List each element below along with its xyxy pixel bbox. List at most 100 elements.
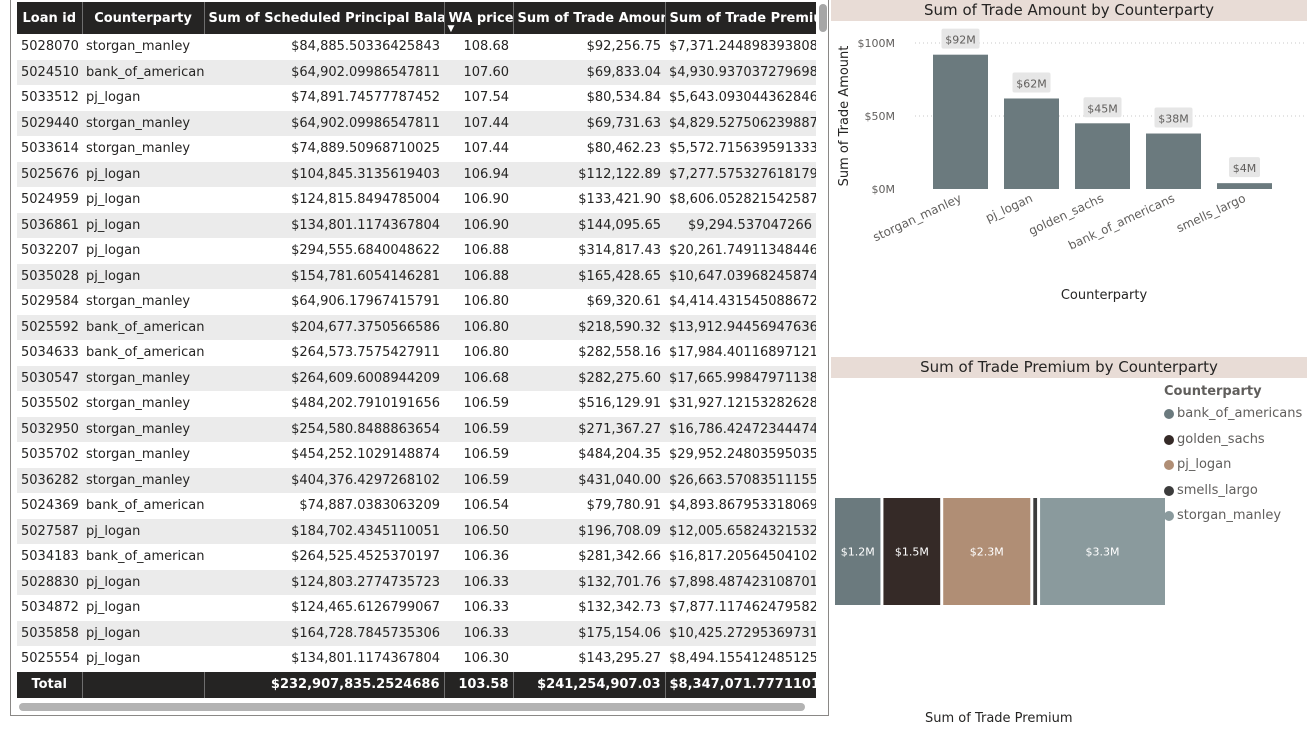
header-wa-price[interactable]: WA price ▼ — [444, 2, 514, 34]
table-row[interactable]: 5028830 pj_logan $124,803.2774735723 106.33… — [17, 569, 816, 595]
legend-item[interactable]: storgan_manley — [1164, 508, 1302, 534]
header-principal-balance[interactable]: Sum of Scheduled Principal Balance — [204, 2, 445, 34]
table-row[interactable]: 5025676 pj_logan $104,845.3135619403 106.94… — [17, 161, 816, 187]
table-row[interactable]: 5036861 pj_logan $134,801.1174367804 106.90… — [17, 212, 816, 238]
header-counterparty[interactable]: Counterparty — [82, 2, 205, 34]
vertical-scrollbar[interactable] — [819, 4, 827, 32]
cell-counterparty: pj_logan — [86, 651, 141, 667]
cell-loan-id: 5029440 — [17, 110, 82, 136]
legend-item[interactable]: golden_sachs — [1164, 432, 1302, 458]
table-row[interactable]: 5035502 storgan_manley $484,202.7910191656… — [17, 391, 816, 417]
table-row[interactable]: 5034633 bank_of_americans $264,573.7575427… — [17, 340, 816, 366]
cell-counterparty: bank_of_americans — [82, 314, 204, 340]
cell-wa-price: 107.54 — [463, 90, 510, 106]
cell-trade-premium: $4,829.527506239887 — [665, 110, 816, 136]
legend-title: Counterparty — [1164, 384, 1262, 399]
header-trade-premium[interactable]: Sum of Trade Premium — [665, 2, 816, 34]
legend-color-dot-icon — [1164, 511, 1174, 521]
cell-wa-price: 106.33 — [444, 569, 513, 595]
table-row[interactable]: 5025554 pj_logan $134,801.1174367804 106.30… — [17, 646, 816, 672]
table-row[interactable]: 5029440 storgan_manley $64,902.09986547811… — [17, 110, 816, 136]
cell-counterparty: pj_logan — [86, 243, 141, 259]
cell-counterparty: storgan_manley — [86, 396, 191, 412]
cell-loan-id: 5030547 — [17, 365, 82, 391]
legend-item[interactable]: pj_logan — [1164, 457, 1302, 483]
cell-principal-balance: $64,902.09986547811 — [204, 110, 444, 136]
legend-color-dot-icon — [1164, 409, 1174, 419]
cell-trade-premium: $5,572.715639591333 — [669, 141, 816, 157]
legend-item-label: bank_of_americans — [1177, 406, 1303, 421]
table-row[interactable]: 5032950 storgan_manley $254,580.8488863654… — [17, 416, 816, 442]
cell-principal-balance: $264,525.4525370197 — [291, 549, 440, 565]
cell-trade-premium: $10,647.03968245874 — [665, 263, 816, 289]
cell-wa-price: 106.59 — [463, 396, 510, 412]
x-axis-title: Counterparty — [1061, 288, 1148, 303]
x-tick-label: storgan_manley — [871, 191, 964, 244]
cell-trade-amount: $80,462.23 — [586, 141, 661, 157]
cell-counterparty: bank_of_americans — [86, 498, 204, 514]
cell-trade-premium: $4,414.431545088672 — [669, 294, 816, 310]
table-row[interactable]: 5028070 storgan_manley $84,885.50336425843… — [17, 34, 816, 60]
data-label: $38M — [1158, 113, 1189, 126]
legend-item[interactable]: smells_largo — [1164, 483, 1302, 509]
cell-trade-premium: $16,786.42472344474 — [665, 416, 816, 442]
cell-loan-id: 5033512 — [21, 90, 79, 106]
cell-trade-premium: $4,930.937037279698 — [665, 59, 816, 85]
cell-counterparty: pj_logan — [82, 212, 204, 238]
table-row[interactable]: 5033614 storgan_manley $74,889.50968710025… — [17, 136, 816, 162]
horizontal-scrollbar[interactable] — [19, 703, 805, 711]
cell-loan-id: 5025676 — [17, 161, 82, 187]
cell-trade-premium: $10,425.27295369731 — [665, 620, 816, 646]
table-row[interactable]: 5035858 pj_logan $164,728.7845735306 106.33… — [17, 620, 816, 646]
data-label-box — [1083, 97, 1122, 118]
table-row[interactable]: 5024369 bank_of_americans $74,887.03830632… — [17, 493, 816, 519]
legend-item[interactable]: bank_of_americans — [1164, 406, 1302, 432]
table-row[interactable]: 5025592 bank_of_americans $204,677.3750566… — [17, 314, 816, 340]
loan-table-viewport[interactable]: Loan id Counterparty Sum of Scheduled Pr… — [17, 2, 816, 705]
header-loan-id[interactable]: Loan id — [17, 2, 83, 34]
cell-wa-price: 106.30 — [463, 651, 510, 667]
table-row[interactable]: 5034183 bank_of_americans $264,525.4525370… — [17, 544, 816, 570]
cell-trade-premium: $5,643.093044362846 — [669, 90, 816, 106]
cell-trade-amount: $132,701.76 — [513, 569, 665, 595]
cell-principal-balance: $124,803.2774735723 — [204, 569, 444, 595]
cell-loan-id: 5027587 — [17, 518, 82, 544]
cell-trade-amount: $196,708.09 — [513, 518, 665, 544]
sort-desc-arrow-icon: ▼ — [447, 24, 455, 34]
treemap-tile — [943, 498, 1031, 605]
header-trade-amount[interactable]: Sum of Trade Amount — [513, 2, 666, 34]
data-label: $92M — [945, 34, 976, 47]
cell-wa-price: 106.80 — [463, 345, 510, 361]
cell-trade-amount: $143,295.27 — [578, 651, 661, 667]
table-row[interactable]: 5027587 pj_logan $184,702.4345110051 106.50… — [17, 518, 816, 544]
cell-counterparty: pj_logan — [82, 569, 204, 595]
table-row[interactable]: 5024510 bank_of_americans $64,902.09986547… — [17, 59, 816, 85]
cell-counterparty: bank_of_americans — [82, 59, 204, 85]
table-row[interactable]: 5024959 pj_logan $124,815.8494785004 106.90… — [17, 187, 816, 213]
table-row[interactable]: 5035702 storgan_manley $454,252.1029148874… — [17, 442, 816, 468]
trade-amount-chart-title: Sum of Trade Amount by Counterparty — [831, 0, 1307, 21]
table-row[interactable]: 5033512 pj_logan $74,891.74577787452 107.54… — [17, 85, 816, 111]
cell-counterparty: bank_of_americans — [86, 345, 204, 361]
data-label-box — [1229, 157, 1260, 178]
cell-loan-id: 5034872 — [21, 600, 79, 616]
table-row[interactable]: 5036282 storgan_manley $404,376.4297268102… — [17, 467, 816, 493]
cell-trade-amount: $516,129.91 — [578, 396, 661, 412]
trade-premium-treemap[interactable]: $1.2M $1.5M $2.3M $3.3M — [831, 382, 1171, 622]
cell-counterparty: pj_logan — [82, 161, 204, 187]
table-row[interactable]: 5035028 pj_logan $154,781.6054146281 106.88… — [17, 263, 816, 289]
trade-amount-bar-chart[interactable]: Sum of Trade Amount $0M $50M $100M $92M storg… — [831, 21, 1307, 321]
cell-wa-price: 106.50 — [444, 518, 513, 544]
table-row[interactable]: 5034872 pj_logan $124,465.6126799067 106.33… — [17, 595, 816, 621]
table-row[interactable]: 5032207 pj_logan $294,555.6840048622 106.88… — [17, 238, 816, 264]
table-row[interactable]: 5029584 storgan_manley $64,906.17967415791… — [17, 289, 816, 315]
cell-counterparty: bank_of_americans — [86, 549, 204, 565]
y-tick-label: $100M — [858, 37, 896, 50]
table-row[interactable]: 5030547 storgan_manley $264,609.6008944209… — [17, 365, 816, 391]
legend-item-label: storgan_manley — [1177, 508, 1282, 523]
cell-wa-price: 107.44 — [463, 141, 510, 157]
cell-trade-premium: $31,927.12153282628 — [669, 396, 816, 412]
cell-counterparty: storgan_manley — [86, 39, 191, 55]
cell-wa-price: 106.90 — [463, 192, 510, 208]
cell-counterparty: storgan_manley — [82, 467, 204, 493]
